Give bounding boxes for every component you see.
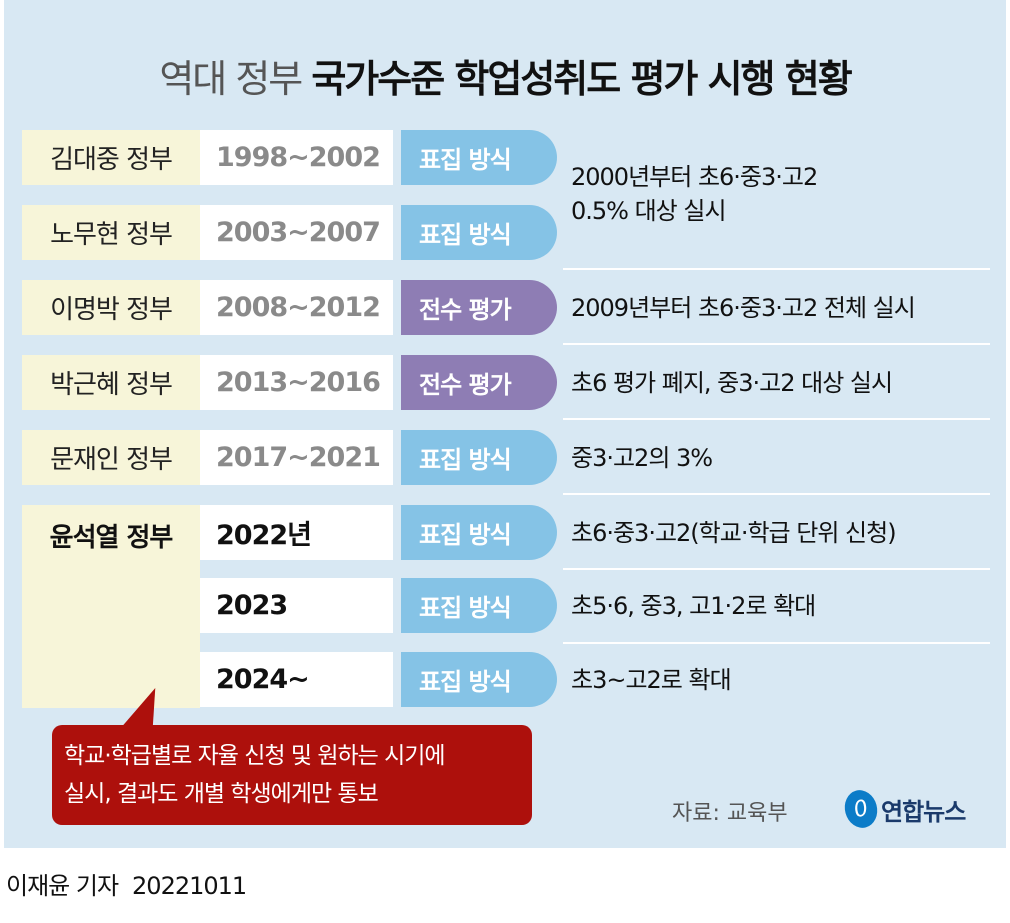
callout-line: 학교·학급별로 자율 신청 및 원하는 시기에	[64, 743, 446, 769]
description: 초3~고2로 확대	[571, 666, 732, 694]
government-name: 문재인 정부	[22, 430, 200, 485]
yonhap-logo: 0 연합뉴스	[840, 786, 966, 832]
government-name: 김대중 정부	[22, 130, 200, 185]
method-badge: 표집 방식	[401, 505, 557, 560]
period: 2024~	[200, 652, 393, 707]
government-name: 노무현 정부	[22, 205, 200, 260]
period: 2008~2012	[200, 280, 393, 335]
callout-note: 학교·학급별로 자율 신청 및 원하는 시기에 실시, 결과도 개별 학생에게만…	[52, 725, 532, 825]
description: 초6 평가 폐지, 중3·고2 대상 실시	[571, 369, 893, 397]
method-badge: 표집 방식	[401, 578, 557, 633]
method-badge: 표집 방식	[401, 430, 557, 485]
yonhap-emblem-icon: 0	[840, 786, 882, 832]
method-badge: 표집 방식	[401, 652, 557, 707]
method-badge: 표집 방식	[401, 205, 557, 260]
period: 2022년	[200, 505, 393, 560]
reporter: 이재윤 기자	[6, 872, 119, 900]
logo-text: 연합뉴스	[881, 797, 966, 826]
period: 2017~2021	[200, 430, 393, 485]
divider	[563, 343, 990, 345]
method-badge: 표집 방식	[401, 130, 557, 185]
source-text: 자료: 교육부	[672, 801, 788, 826]
description: 0.5% 대상 실시	[571, 197, 727, 225]
page-title: 역대 정부 국가수준 학업성취도 평가 시행 현황	[0, 48, 1010, 103]
byline: 이재윤 기자 20221011	[6, 866, 260, 901]
title-light: 역대 정부	[159, 57, 303, 101]
description: 2009년부터 초6·중3·고2 전체 실시	[571, 294, 916, 322]
divider	[563, 493, 990, 495]
date: 20221011	[132, 872, 247, 900]
period: 2013~2016	[200, 355, 393, 410]
period: 1998~2002	[200, 130, 393, 185]
callout-line: 실시, 결과도 개별 학생에게만 통보	[64, 781, 379, 807]
period: 2003~2007	[200, 205, 393, 260]
government-name: 이명박 정부	[22, 280, 200, 335]
method-badge: 전수 평가	[401, 355, 557, 410]
title-bold: 국가수준 학업성취도 평가 시행 현황	[311, 57, 852, 101]
description: 2000년부터 초6·중3·고2	[571, 163, 818, 191]
period: 2023	[200, 578, 393, 633]
description: 초5·6, 중3, 고1·2로 확대	[571, 592, 816, 620]
divider	[563, 568, 990, 570]
government-name-yoon: 윤석열 정부	[22, 505, 200, 708]
method-badge: 전수 평가	[401, 280, 557, 335]
divider	[563, 268, 990, 270]
divider	[563, 418, 990, 420]
government-name: 박근혜 정부	[22, 355, 200, 410]
divider	[563, 642, 990, 644]
description: 초6·중3·고2(학교·학급 단위 신청)	[571, 519, 897, 547]
description: 중3·고2의 3%	[571, 444, 713, 472]
